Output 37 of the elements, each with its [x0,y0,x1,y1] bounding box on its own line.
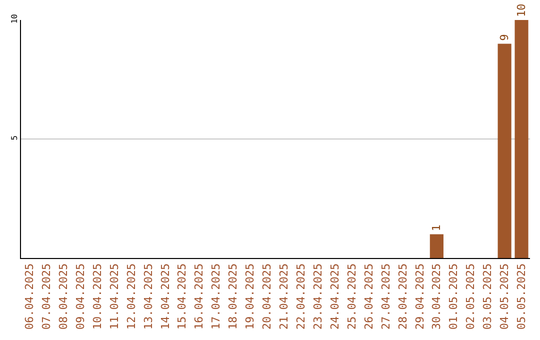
data-label: 1 [430,224,444,232]
x-tick-label: 23.04.2025 [311,263,324,330]
x-tick-label: 05.05.2025 [515,263,528,330]
data-label: 10 [515,4,528,17]
x-tick-label: 27.04.2025 [379,263,392,330]
x-tick-label: 15.04.2025 [176,263,189,330]
x-tick-label: 16.04.2025 [192,263,206,330]
x-tick-label: 02.05.2025 [464,263,478,330]
x-tick-label: 14.04.2025 [158,263,172,330]
x-tick-label: 10.04.2025 [90,263,104,330]
x-tick-label: 25.04.2025 [345,263,358,330]
bar [514,20,528,258]
x-tick-label: 08.04.2025 [56,263,70,330]
x-tick-label: 24.04.2025 [328,263,342,330]
x-tick-label: 12.04.2025 [124,263,138,330]
x-tick-label: 17.04.2025 [210,263,223,330]
x-tick-label: 09.04.2025 [74,263,87,330]
x-tick-label: 29.04.2025 [413,263,426,330]
x-tick-label: 30.04.2025 [430,263,444,330]
data-label: 9 [498,34,512,41]
x-tick-label: 18.04.2025 [226,263,240,330]
x-tick-label: 20.04.2025 [260,263,274,330]
x-tick-label: 04.05.2025 [498,263,512,330]
x-tick-label: 28.04.2025 [396,263,410,330]
y-tick-label: 5 [10,135,19,140]
x-tick-label: 22.04.2025 [294,263,308,330]
x-tick-label: 06.04.2025 [23,263,36,330]
x-tick-label: 21.04.2025 [278,263,291,330]
x-tick-label: 11.04.2025 [108,263,121,330]
bar [430,234,444,258]
x-tick-label: 19.04.2025 [244,263,257,330]
x-tick-label: 26.04.2025 [362,263,376,330]
bar [498,44,512,258]
x-tick-label: 07.04.2025 [40,263,54,330]
x-tick-label: 03.05.2025 [481,263,494,330]
x-tick-label: 01.05.2025 [447,263,460,330]
x-tick-label: 13.04.2025 [142,263,155,330]
